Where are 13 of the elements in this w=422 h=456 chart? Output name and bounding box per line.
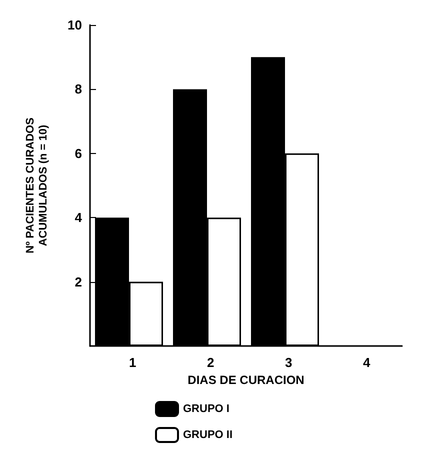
x-tick-label: 3 (285, 355, 292, 370)
y-tick-label: 6 (74, 146, 82, 161)
x-tick-label: 2 (207, 355, 214, 370)
y-axis-title: Nº PACIENTES CURADOS ACUMULADOS (n = 10) (24, 118, 50, 254)
x-tick-label: 1 (129, 355, 136, 370)
legend-label: GRUPO I (183, 403, 230, 415)
x-tick-label: 4 (363, 355, 371, 370)
y-tick-label: 8 (74, 82, 82, 97)
y-tick-label: 4 (74, 210, 83, 226)
legend-label: GRUPO II (183, 429, 233, 441)
x-axis-title: DIAS DE CURACION (188, 372, 304, 387)
y-tick-label: 2 (74, 274, 82, 290)
y-tick-label: 10 (68, 18, 82, 32)
